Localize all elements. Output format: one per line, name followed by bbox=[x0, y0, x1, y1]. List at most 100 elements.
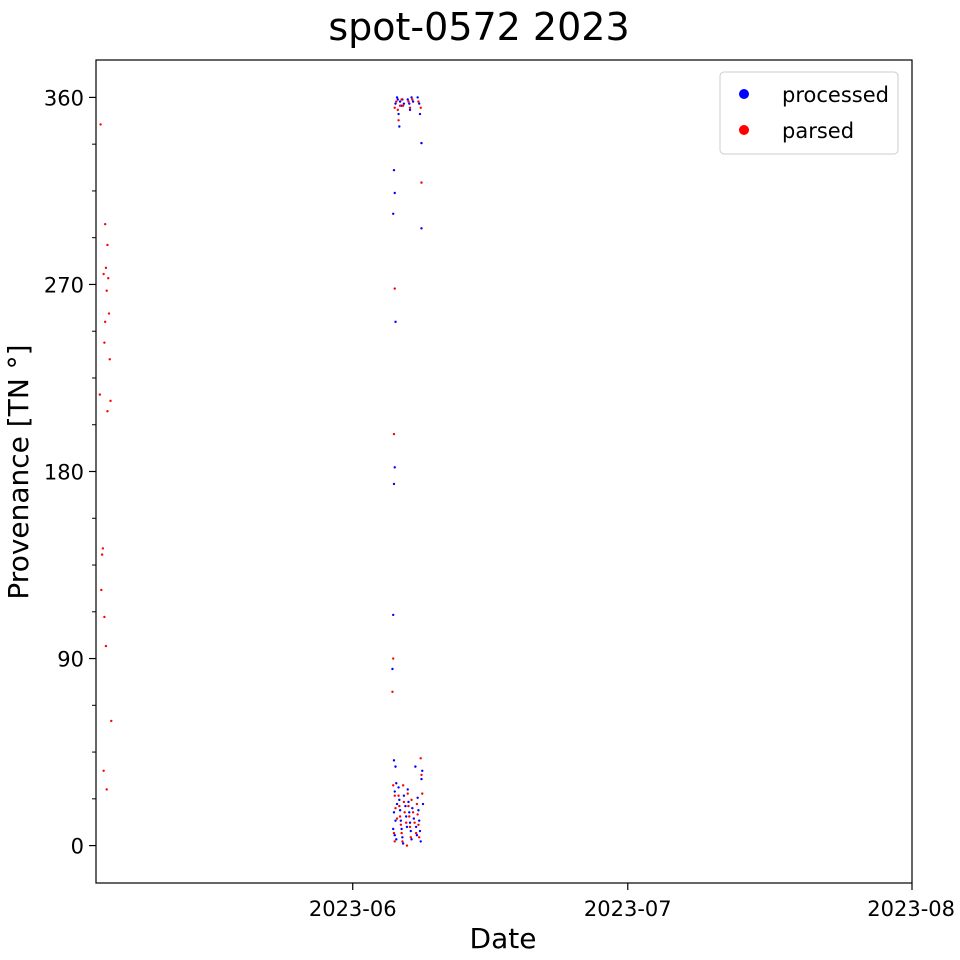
y-tick-label-0: 0 bbox=[71, 835, 84, 859]
point-processed-29 bbox=[398, 809, 402, 812]
point-parsed-39 bbox=[397, 794, 400, 797]
legend-label-processed: processed bbox=[782, 83, 889, 107]
point-processed-32 bbox=[401, 836, 404, 839]
point-processed-61 bbox=[421, 802, 425, 806]
point-parsed-31 bbox=[393, 840, 396, 843]
point-parsed-65 bbox=[417, 836, 421, 839]
point-parsed-70 bbox=[419, 106, 422, 110]
point-processed-19 bbox=[395, 96, 399, 99]
point-processed-9 bbox=[394, 765, 397, 768]
point-parsed-45 bbox=[401, 784, 405, 787]
point-parsed-63 bbox=[416, 813, 419, 816]
point-parsed-23 bbox=[392, 432, 396, 436]
point-parsed-13 bbox=[106, 410, 109, 413]
point-parsed-35 bbox=[397, 119, 400, 122]
point-processed-0 bbox=[392, 168, 396, 172]
point-parsed-18 bbox=[104, 644, 108, 648]
point-processed-11 bbox=[393, 790, 396, 793]
y-axis: 0 90 180 270 360 bbox=[44, 86, 96, 859]
point-processed-63 bbox=[417, 102, 421, 105]
point-processed-39 bbox=[408, 102, 411, 105]
point-processed-26 bbox=[402, 102, 406, 105]
point-parsed-55 bbox=[408, 815, 411, 818]
legend-marker-processed bbox=[739, 89, 749, 99]
point-processed-28 bbox=[398, 798, 401, 802]
point-parsed-66 bbox=[419, 757, 422, 760]
point-processed-51 bbox=[414, 765, 417, 768]
point-parsed-17 bbox=[103, 615, 106, 619]
point-processed-52 bbox=[414, 825, 418, 829]
point-processed-33 bbox=[401, 842, 405, 845]
point-parsed-43 bbox=[400, 831, 403, 835]
y-tick-label-1: 90 bbox=[57, 648, 84, 672]
point-processed-3 bbox=[394, 320, 397, 324]
point-parsed-9 bbox=[103, 341, 106, 344]
point-processed-30 bbox=[399, 819, 403, 822]
point-parsed-48 bbox=[405, 821, 408, 824]
point-processed-48 bbox=[410, 838, 413, 841]
point-parsed-59 bbox=[411, 811, 415, 814]
point-parsed-12 bbox=[109, 399, 112, 403]
point-processed-43 bbox=[406, 788, 409, 791]
point-parsed-28 bbox=[394, 806, 397, 810]
data-points bbox=[98, 96, 425, 847]
point-parsed-52 bbox=[411, 98, 414, 101]
point-processed-15 bbox=[392, 827, 395, 831]
point-processed-18 bbox=[394, 102, 397, 105]
point-processed-27 bbox=[397, 786, 400, 789]
point-processed-53 bbox=[415, 834, 419, 837]
point-processed-40 bbox=[408, 108, 412, 112]
point-parsed-22 bbox=[393, 287, 396, 290]
point-parsed-29 bbox=[395, 817, 399, 820]
x-tick-label-2: 2023-08 bbox=[867, 897, 955, 921]
point-parsed-37 bbox=[400, 98, 403, 101]
point-parsed-8 bbox=[103, 320, 107, 324]
point-processed-36 bbox=[405, 815, 408, 818]
point-processed-59 bbox=[420, 777, 423, 781]
point-processed-42 bbox=[411, 100, 415, 103]
point-parsed-40 bbox=[398, 804, 401, 808]
point-parsed-34 bbox=[396, 108, 399, 112]
point-parsed-15 bbox=[100, 553, 104, 556]
point-parsed-30 bbox=[392, 831, 396, 835]
point-parsed-38 bbox=[401, 104, 405, 107]
point-parsed-69 bbox=[417, 100, 420, 103]
point-parsed-58 bbox=[410, 798, 413, 802]
point-processed-58 bbox=[419, 840, 422, 843]
point-parsed-46 bbox=[402, 800, 406, 804]
legend-marker-parsed bbox=[739, 125, 749, 135]
point-parsed-50 bbox=[407, 100, 410, 103]
point-processed-20 bbox=[396, 98, 399, 101]
point-processed-12 bbox=[395, 802, 399, 806]
point-parsed-44 bbox=[401, 840, 404, 843]
point-parsed-62 bbox=[415, 802, 419, 806]
point-parsed-51 bbox=[408, 106, 412, 110]
point-parsed-24 bbox=[392, 657, 395, 660]
point-parsed-2 bbox=[106, 243, 109, 247]
point-parsed-42 bbox=[399, 823, 403, 827]
point-processed-46 bbox=[408, 821, 412, 824]
point-processed-54 bbox=[416, 796, 419, 799]
point-processed-50 bbox=[412, 817, 416, 820]
point-processed-65 bbox=[420, 141, 423, 145]
point-parsed-49 bbox=[405, 844, 409, 847]
point-processed-60 bbox=[421, 769, 424, 772]
point-parsed-33 bbox=[395, 100, 398, 103]
point-parsed-27 bbox=[393, 794, 396, 797]
point-parsed-36 bbox=[398, 104, 402, 107]
point-parsed-16 bbox=[100, 588, 103, 592]
point-parsed-60 bbox=[413, 821, 416, 824]
point-processed-21 bbox=[397, 112, 400, 116]
point-processed-10 bbox=[395, 782, 398, 785]
point-parsed-68 bbox=[421, 792, 424, 795]
point-processed-64 bbox=[418, 112, 422, 116]
point-parsed-7 bbox=[107, 312, 111, 315]
point-parsed-0 bbox=[99, 123, 102, 126]
y-tick-label-4: 360 bbox=[44, 86, 84, 110]
point-parsed-54 bbox=[407, 804, 410, 808]
point-processed-47 bbox=[409, 829, 412, 833]
point-processed-7 bbox=[391, 667, 394, 671]
x-tick-label-0: 2023-06 bbox=[309, 897, 397, 921]
point-processed-57 bbox=[418, 829, 422, 833]
point-processed-44 bbox=[407, 800, 410, 804]
